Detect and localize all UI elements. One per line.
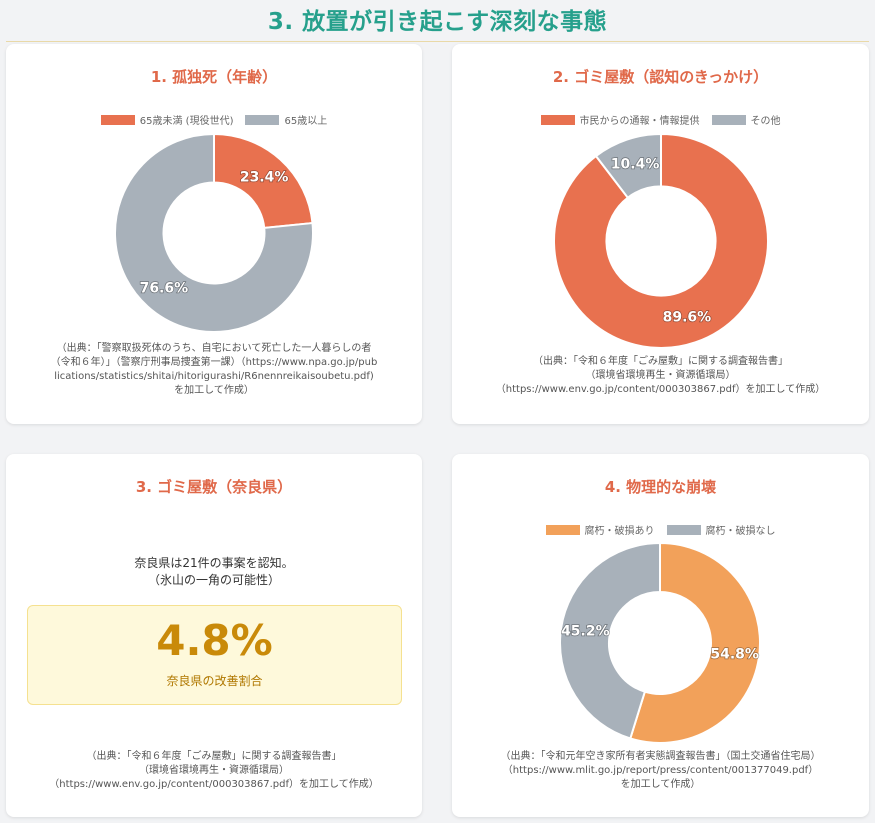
legend-label: 65歳以上 <box>284 116 328 127</box>
legend-label: 腐朽・破損あり <box>584 526 655 537</box>
source-line: （出典：「警察取扱死体のうち、自宅において死亡した一人暮らしの者 <box>56 343 372 354</box>
donut-slice[interactable] <box>629 542 761 744</box>
legend-item[interactable]: 市民からの通報・情報提供 <box>540 112 700 127</box>
source-line: を加工して作成） <box>174 385 254 396</box>
slice-value-label: 23.4% <box>240 170 289 186</box>
donut-chart: 54.8% 45.2% <box>559 542 761 744</box>
title-divider <box>6 41 869 42</box>
source-line: lications/statistics/shitai/hitorigurash… <box>54 371 374 382</box>
donut-slice[interactable] <box>594 133 662 200</box>
chart-legend: 腐朽・破損あり 腐朽・破損なし <box>452 522 869 537</box>
source-line: （出典：「令和６年度「ごみ屋敷」に関する調査報告書」 <box>533 356 788 367</box>
legend-swatch <box>711 114 746 125</box>
source-line: （令和６年）」（警察庁刑事局捜査第一課）（https://www.npa.go.… <box>50 357 378 368</box>
improvement-rate-value: 4.8% <box>156 616 273 665</box>
slice-value-label: 76.6% <box>140 280 189 296</box>
chart-legend: 市民からの通報・情報提供 その他 <box>452 112 869 127</box>
legend-item[interactable]: その他 <box>711 112 781 127</box>
nara-summary: 奈良県は21件の事案を認知。 （氷山の一角の可能性） <box>6 555 422 589</box>
donut-slice[interactable] <box>213 133 314 230</box>
source-line: （https://www.env.go.jp/content/000303867… <box>49 779 379 790</box>
source-note: （出典：「令和元年空き家所有者実態調査報告書」（国土交通省住宅局） （https… <box>452 750 869 792</box>
chart-card-physical-collapse: 4. 物理的な崩壊 腐朽・破損あり 腐朽・破損なし 54.8% 45.2% （出典… <box>452 454 869 817</box>
chart-legend: 65歳未満 (現役世代) 65歳以上 <box>6 112 422 127</box>
legend-item[interactable]: 65歳未満 (現役世代) <box>100 112 234 127</box>
legend-swatch <box>245 114 280 125</box>
improvement-rate-caption: 奈良県の改善割合 <box>166 674 263 688</box>
source-line: （https://www.mlit.go.jp/report/press/con… <box>502 765 819 776</box>
card-title: 2. ゴミ屋敷（認知のきっかけ） <box>552 68 769 86</box>
legend-item[interactable]: 65歳以上 <box>245 112 327 127</box>
source-line: （出典：「令和６年度「ごみ屋敷」に関する調査報告書」 <box>86 751 342 762</box>
slice-value-label: 10.4% <box>611 156 660 172</box>
source-line: を加工して作成） <box>620 779 701 790</box>
summary-line: （氷山の一角の可能性） <box>147 573 280 587</box>
source-line: （環境省環境再生・資源循環局） <box>139 765 289 776</box>
chart-card-trash-house-trigger: 2. ゴミ屋敷（認知のきっかけ） 市民からの通報・情報提供 その他 89.6% 1… <box>452 44 869 424</box>
source-line: （出典：「令和元年空き家所有者実態調査報告書」（国土交通省住宅局） <box>500 751 821 762</box>
source-line: （環境省環境再生・資源循環局） <box>585 370 736 381</box>
slice-value-label: 89.6% <box>663 310 712 326</box>
legend-label: 腐朽・破損なし <box>705 526 776 537</box>
legend-swatch <box>666 524 701 535</box>
card-title: 1. 孤独死（年齢） <box>150 68 278 86</box>
chart-card-lonely-death: 1. 孤独死（年齢） 65歳未満 (現役世代) 65歳以上 23.4% 76.6%… <box>6 44 422 424</box>
summary-line: 奈良県は21件の事案を認知。 <box>134 556 294 570</box>
source-note: （出典：「令和６年度「ごみ屋敷」に関する調査報告書」 （環境省環境再生・資源循環… <box>452 355 869 397</box>
source-note: （出典：「令和６年度「ごみ屋敷」に関する調査報告書」 （環境省環境再生・資源循環… <box>6 750 422 792</box>
source-line: （https://www.env.go.jp/content/000303867… <box>495 384 826 395</box>
card-title: 3. ゴミ屋敷（奈良県） <box>135 478 293 496</box>
legend-label: 65歳未満 (現役世代) <box>139 116 234 127</box>
improvement-rate-box: 4.8% 奈良県の改善割合 <box>27 605 402 705</box>
legend-item[interactable]: 腐朽・破損あり <box>545 522 655 537</box>
legend-item[interactable]: 腐朽・破損なし <box>666 522 776 537</box>
page-title: 3. 放置が引き起こす深刻な事態 <box>267 9 608 35</box>
donut-slice[interactable] <box>114 133 314 333</box>
source-note: （出典：「警察取扱死体のうち、自宅において死亡した一人暮らしの者 （令和６年）」… <box>6 342 422 398</box>
donut-slice[interactable] <box>559 542 661 740</box>
legend-label: 市民からの通報・情報提供 <box>579 116 700 127</box>
legend-swatch <box>545 524 580 535</box>
legend-swatch <box>540 114 575 125</box>
card-title: 4. 物理的な崩壊 <box>604 478 717 496</box>
legend-label: その他 <box>750 116 781 127</box>
card-nara-trash-house: 3. ゴミ屋敷（奈良県） 奈良県は21件の事案を認知。 （氷山の一角の可能性） … <box>6 454 422 817</box>
slice-value-label: 54.8% <box>710 646 759 662</box>
legend-swatch <box>100 114 135 125</box>
slice-value-label: 45.2% <box>561 624 610 640</box>
donut-chart: 23.4% 76.6% <box>114 133 314 333</box>
donut-chart: 89.6% 10.4% <box>553 133 769 349</box>
donut-slice[interactable] <box>553 133 769 349</box>
